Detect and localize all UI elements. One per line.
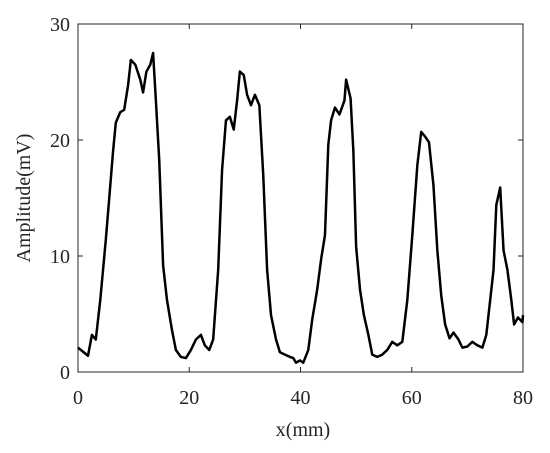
x-tick-label: 80 bbox=[513, 387, 533, 409]
data-line bbox=[77, 51, 525, 364]
x-tick-label: 0 bbox=[73, 387, 83, 409]
y-tick-label: 30 bbox=[50, 14, 70, 36]
y-axis-label: Amplitude(mV) bbox=[13, 134, 35, 263]
y-tick-label: 0 bbox=[60, 362, 70, 384]
x-tick-label: 40 bbox=[291, 387, 311, 409]
x-tick-label: 60 bbox=[402, 387, 422, 409]
x-axis-label: x(mm) bbox=[276, 419, 330, 441]
y-tick-label: 10 bbox=[50, 246, 70, 268]
x-tick-label: 20 bbox=[179, 387, 199, 409]
y-tick-label: 20 bbox=[50, 130, 70, 152]
